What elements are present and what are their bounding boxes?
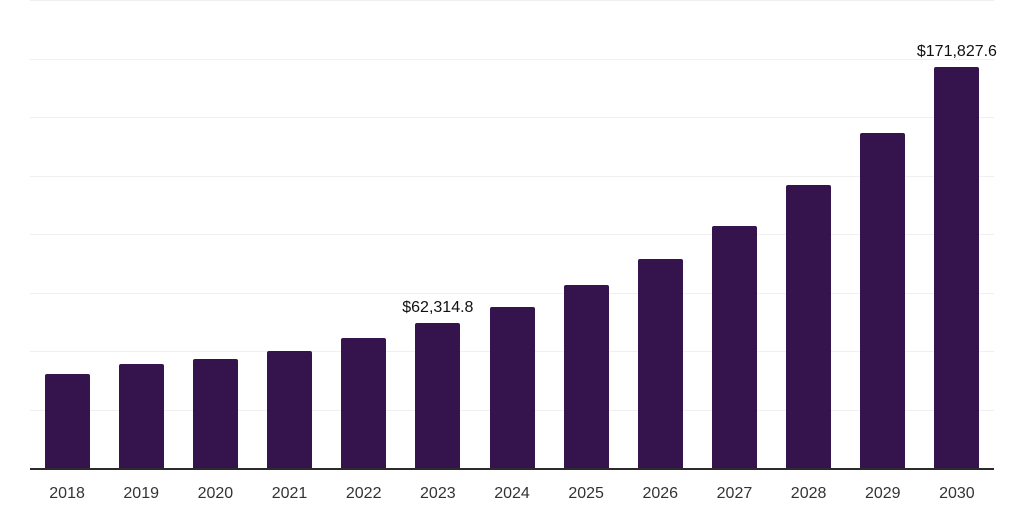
x-tick-2022: 2022	[345, 485, 382, 502]
gridline	[30, 292, 994, 294]
gridline	[30, 0, 994, 1]
value-label-2023: $62,314.8	[402, 299, 474, 317]
x-tick-2019: 2019	[123, 485, 159, 502]
bar-2027[interactable]	[711, 226, 757, 469]
gridline	[30, 117, 994, 118]
x-tick-2023: 2023	[420, 485, 456, 502]
bar-2026[interactable]	[637, 259, 683, 469]
bar-2024[interactable]	[489, 307, 535, 469]
bar-2025[interactable]	[563, 285, 609, 469]
gridline	[30, 234, 994, 235]
value-label-2030: $171,827.6	[916, 42, 997, 60]
bar-2028[interactable]	[786, 184, 832, 469]
bar-2020[interactable]	[192, 359, 238, 469]
bar-2029[interactable]	[860, 132, 906, 469]
bar-2019[interactable]	[118, 363, 164, 469]
gridline	[30, 58, 994, 60]
bar-2030[interactable]	[934, 66, 980, 469]
x-tick-2028: 2028	[790, 485, 827, 502]
x-tick-2021: 2021	[271, 485, 308, 502]
x-tick-2018: 2018	[49, 485, 85, 502]
gridline	[30, 175, 994, 177]
plot-area: $62,314.8 $171,827.6	[30, 0, 997, 470]
x-tick-2026: 2026	[642, 485, 679, 502]
bar-2023[interactable]	[415, 323, 461, 469]
x-axis-line	[30, 468, 994, 470]
bar-2022[interactable]	[341, 337, 387, 469]
x-tick-2027: 2027	[716, 485, 753, 502]
x-tick-2025: 2025	[568, 485, 604, 502]
x-tick-2024: 2024	[494, 485, 530, 502]
x-tick-2030: 2030	[939, 485, 975, 502]
bar-2021[interactable]	[267, 351, 313, 469]
bar-2018[interactable]	[44, 374, 90, 469]
x-tick-2029: 2029	[864, 485, 901, 502]
x-tick-2020: 2020	[197, 485, 234, 502]
